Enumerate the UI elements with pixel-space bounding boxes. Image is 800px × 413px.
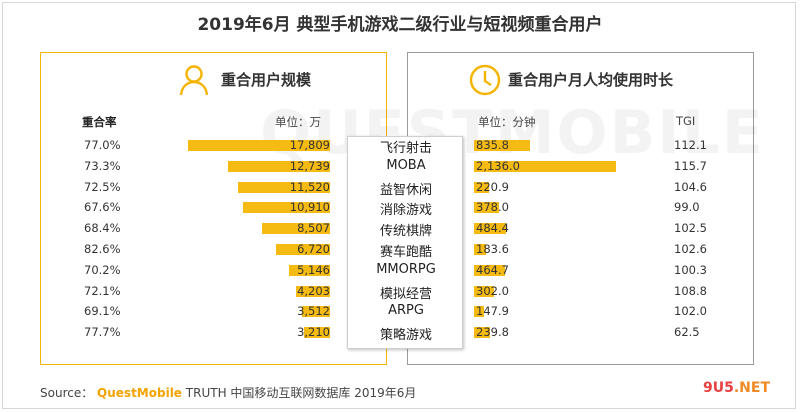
site-logo: 9U5.NET bbox=[703, 380, 770, 396]
overlap-users-bar bbox=[288, 264, 330, 276]
overlap-users-bar bbox=[238, 181, 330, 193]
left-panel-title: 重合用户规模 bbox=[221, 71, 312, 89]
overlap-users-bar bbox=[301, 306, 330, 318]
site-logo-part2: .NET bbox=[733, 380, 770, 396]
tgi-label: 115.7 bbox=[674, 158, 707, 173]
overlap-rate-label: 72.1% bbox=[84, 283, 121, 298]
source-text: TRUTH 中国移动互联网数据库 2019年6月 bbox=[185, 386, 417, 400]
category-label: ARPG bbox=[388, 303, 424, 319]
overlap-rate-label: 77.7% bbox=[84, 325, 121, 340]
category-label: 传统棋牌 bbox=[379, 224, 432, 240]
overlap-rate-label: 73.3% bbox=[84, 158, 121, 173]
source-note: Source： QuestMobile TRUTH 中国移动互联网数据库 201… bbox=[40, 384, 416, 401]
overlap-users-bar bbox=[188, 140, 330, 151]
overlap-users-bar bbox=[262, 223, 330, 235]
monthly-minutes-bar bbox=[474, 202, 500, 214]
tgi-label: 102.0 bbox=[674, 304, 707, 319]
tgi-header: TGI bbox=[676, 114, 696, 128]
overlap-rate-label: 68.4% bbox=[84, 221, 121, 236]
category-label: 益智休闲 bbox=[379, 182, 432, 198]
category-label: 飞行射击 bbox=[379, 141, 432, 156]
site-logo-part1: 9U5 bbox=[702, 380, 734, 396]
category-label: 消除游戏 bbox=[379, 203, 432, 219]
category-label: MOBA bbox=[386, 157, 426, 173]
clock-icon bbox=[469, 64, 501, 96]
monthly-minutes-label: 378.0 bbox=[476, 200, 509, 215]
rate-header: 重合率 bbox=[82, 115, 117, 129]
category-label: 赛车跑酷 bbox=[379, 245, 432, 260]
right-unit-label: 单位：分钟 bbox=[478, 115, 536, 129]
monthly-minutes-bar bbox=[474, 140, 530, 151]
left-unit-label: 单位：万 bbox=[275, 115, 321, 129]
overlap-rate-label: 70.2% bbox=[84, 262, 121, 277]
overlap-users-label: 17,809 bbox=[289, 138, 330, 152]
monthly-minutes-bar bbox=[474, 285, 495, 297]
tgi-label: 104.6 bbox=[674, 179, 707, 194]
monthly-minutes-bar bbox=[474, 306, 484, 318]
tgi-label: 99.0 bbox=[674, 200, 700, 215]
overlap-users-bar bbox=[296, 285, 330, 297]
tgi-label: 112.1 bbox=[674, 138, 707, 152]
overlap-rate-label: 69.1% bbox=[84, 304, 121, 319]
category-label: MMORPG bbox=[376, 261, 436, 277]
overlap-users-label: 3,210 bbox=[297, 325, 330, 340]
monthly-minutes-label: 183.6 bbox=[476, 242, 509, 256]
monthly-minutes-label: 239.8 bbox=[476, 325, 509, 340]
source-brand: QuestMobile bbox=[97, 386, 182, 400]
monthly-minutes-label: 302.0 bbox=[476, 283, 509, 298]
monthly-minutes-label: 220.9 bbox=[476, 179, 509, 194]
chart-title: 2019年6月 典型手机游戏二级行业与短视频重合用户 bbox=[197, 15, 603, 35]
monthly-minutes-bar bbox=[474, 264, 505, 276]
overlap-users-label: 8,507 bbox=[297, 221, 330, 236]
monthly-minutes-bar bbox=[474, 160, 616, 172]
monthly-minutes-bar bbox=[474, 181, 489, 193]
monthly-minutes-label: 464.7 bbox=[476, 262, 509, 277]
user-icon bbox=[179, 65, 209, 96]
watermark: QUESTMOBILE bbox=[260, 98, 765, 168]
overlap-users-label: 10,910 bbox=[289, 200, 330, 215]
monthly-minutes-bar bbox=[474, 223, 507, 235]
overlap-users-label: 3,512 bbox=[297, 304, 330, 319]
monthly-minutes-bar bbox=[474, 244, 487, 255]
overlap-rate-label: 82.6% bbox=[84, 242, 121, 256]
figure-frame bbox=[2, 2, 796, 409]
overlap-users-label: 4,203 bbox=[297, 283, 330, 298]
tgi-label: 62.5 bbox=[674, 325, 700, 340]
overlap-rate-label: 67.6% bbox=[84, 200, 121, 215]
overlap-users-label: 6,720 bbox=[297, 242, 330, 256]
overlap-users-label: 11,520 bbox=[289, 179, 330, 194]
source-prefix: Source： bbox=[40, 386, 94, 400]
tgi-label: 108.8 bbox=[674, 283, 707, 298]
monthly-minutes-bar bbox=[474, 327, 490, 339]
category-label: 模拟经营 bbox=[379, 286, 432, 302]
overlap-users-bar bbox=[228, 160, 330, 172]
monthly-minutes-label: 147.9 bbox=[476, 304, 509, 319]
overlap-users-label: 5,146 bbox=[297, 262, 330, 277]
tgi-label: 102.6 bbox=[674, 242, 707, 256]
monthly-minutes-label: 484.4 bbox=[476, 221, 509, 236]
tgi-label: 102.5 bbox=[674, 221, 707, 236]
monthly-minutes-label: 2,136.0 bbox=[476, 158, 520, 173]
tgi-label: 100.3 bbox=[674, 262, 707, 277]
monthly-minutes-label: 835.8 bbox=[476, 138, 509, 152]
overlap-users-bar bbox=[276, 244, 330, 255]
overlap-users-bar bbox=[243, 202, 330, 214]
overlap-users-label: 12,739 bbox=[289, 158, 330, 173]
category-label: 策略游戏 bbox=[379, 328, 432, 344]
overlap-rate-label: 77.0% bbox=[84, 138, 121, 152]
overlap-users-bar bbox=[304, 327, 330, 339]
category-label-box: 飞行射击 MOBA 益智休闲消除游戏传统棋牌赛车跑酷 MMORPG 模拟经营 ARPG 策略… bbox=[347, 136, 463, 349]
right-panel-title: 重合用户月人均使用时长 bbox=[508, 71, 674, 89]
overlap-rate-label: 72.5% bbox=[84, 179, 121, 194]
